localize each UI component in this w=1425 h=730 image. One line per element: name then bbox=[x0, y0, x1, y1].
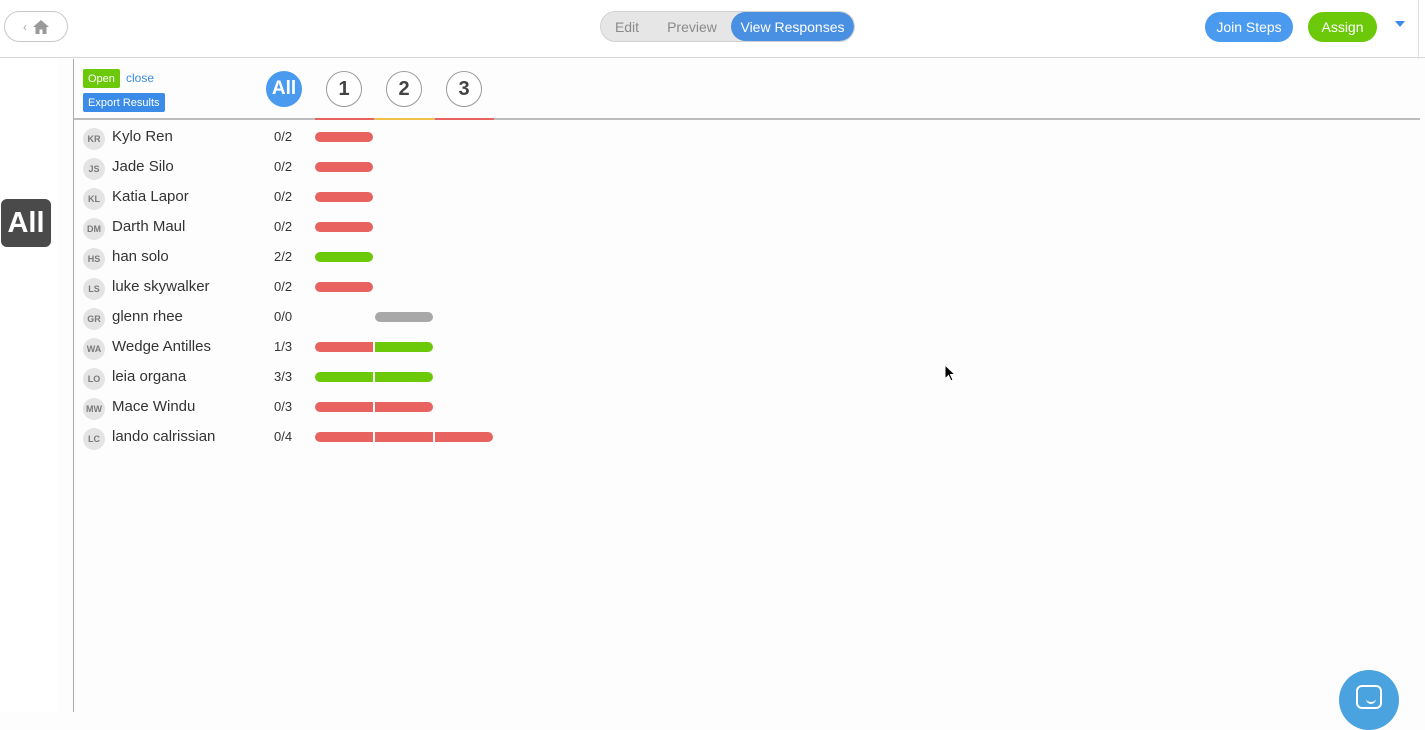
tab-view-responses[interactable]: View Responses bbox=[731, 12, 854, 41]
response-bar-q1-incorrect[interactable] bbox=[315, 432, 373, 442]
student-name[interactable]: Mace Windu bbox=[112, 398, 196, 415]
student-row[interactable]: KL Katia Lapor 0/2 bbox=[74, 181, 674, 211]
tab-edit[interactable]: Edit bbox=[614, 18, 640, 35]
home-button[interactable]: ‹ bbox=[4, 11, 68, 42]
student-avatar: KL bbox=[83, 188, 105, 210]
student-score: 0/2 bbox=[274, 219, 293, 234]
student-name[interactable]: Wedge Antilles bbox=[112, 338, 211, 355]
response-bar-q1-incorrect[interactable] bbox=[315, 282, 373, 292]
student-avatar: GR bbox=[83, 308, 105, 330]
student-row[interactable]: DM Darth Maul 0/2 bbox=[74, 211, 674, 241]
question-tab-1[interactable]: 1 bbox=[326, 71, 362, 107]
student-row[interactable]: HS han solo 2/2 bbox=[74, 241, 674, 271]
assign-button[interactable]: Assign bbox=[1308, 12, 1377, 42]
mouse-cursor-icon bbox=[944, 364, 956, 382]
left-rail: All bbox=[0, 59, 58, 712]
responses-header: Open close Export Results All 1 2 3 bbox=[74, 59, 1420, 120]
student-avatar: MW bbox=[83, 398, 105, 420]
top-bar: ‹ Edit Preview View Responses Join Steps… bbox=[0, 0, 1425, 58]
tab-preview[interactable]: Preview bbox=[667, 18, 717, 35]
response-bar-q2-unanswered[interactable] bbox=[375, 312, 433, 322]
response-bar-q1-incorrect[interactable] bbox=[315, 402, 373, 412]
student-score: 1/3 bbox=[274, 339, 293, 354]
student-score: 0/2 bbox=[274, 129, 293, 144]
question-tab-2[interactable]: 2 bbox=[386, 71, 422, 107]
responses-panel: Open close Export Results All 1 2 3 KR Ky… bbox=[73, 59, 1420, 712]
student-row[interactable]: LC lando calrissian 0/4 bbox=[74, 421, 674, 451]
student-row[interactable]: KR Kylo Ren 0/2 bbox=[74, 121, 674, 151]
mode-switcher: Edit Preview View Responses bbox=[600, 11, 855, 42]
question-tab-3[interactable]: 3 bbox=[446, 71, 482, 107]
close-link[interactable]: close bbox=[126, 71, 155, 85]
student-avatar: JS bbox=[83, 158, 105, 180]
student-name[interactable]: Jade Silo bbox=[112, 158, 174, 175]
response-bar-q1-incorrect[interactable] bbox=[315, 222, 373, 232]
question-1-status-line bbox=[315, 118, 374, 120]
student-name[interactable]: luke skywalker bbox=[112, 278, 210, 295]
response-bar-q1-incorrect[interactable] bbox=[315, 132, 373, 142]
response-bar-q2-incorrect[interactable] bbox=[375, 402, 433, 412]
student-avatar: LO bbox=[83, 368, 105, 390]
student-score: 0/2 bbox=[274, 159, 293, 174]
student-name[interactable]: han solo bbox=[112, 248, 169, 265]
student-name[interactable]: glenn rhee bbox=[112, 308, 183, 325]
student-name[interactable]: Darth Maul bbox=[112, 218, 186, 235]
join-steps-button[interactable]: Join Steps bbox=[1205, 12, 1293, 42]
student-score: 0/4 bbox=[274, 429, 293, 444]
student-name[interactable]: lando calrissian bbox=[112, 428, 216, 445]
student-row[interactable]: MW Mace Windu 0/3 bbox=[74, 391, 674, 421]
student-score: 0/3 bbox=[274, 399, 293, 414]
response-bar-q1-incorrect[interactable] bbox=[315, 192, 373, 202]
student-score: 3/3 bbox=[274, 369, 293, 384]
student-score: 0/0 bbox=[274, 309, 293, 324]
student-score: 0/2 bbox=[274, 279, 293, 294]
question-2-status-line bbox=[375, 118, 434, 120]
student-avatar: LS bbox=[83, 278, 105, 300]
chat-widget-button[interactable] bbox=[1339, 670, 1399, 730]
response-bar-q3-incorrect[interactable] bbox=[435, 432, 493, 442]
response-bar-q1-incorrect[interactable] bbox=[315, 342, 373, 352]
all-questions-tile[interactable]: All bbox=[1, 199, 51, 247]
home-icon bbox=[33, 19, 49, 34]
export-results-button[interactable]: Export Results bbox=[83, 93, 165, 112]
student-avatar: LC bbox=[83, 428, 105, 450]
student-name[interactable]: Kylo Ren bbox=[112, 128, 173, 145]
student-avatar: WA bbox=[83, 338, 105, 360]
student-name[interactable]: leia organa bbox=[112, 368, 187, 385]
student-row[interactable]: LO leia organa 3/3 bbox=[74, 361, 674, 391]
chat-icon bbox=[1356, 685, 1382, 709]
student-avatar: DM bbox=[83, 218, 105, 240]
student-row[interactable]: WA Wedge Antilles 1/3 bbox=[74, 331, 674, 361]
response-bar-q1-incorrect[interactable] bbox=[315, 162, 373, 172]
response-bar-q2-correct[interactable] bbox=[375, 372, 433, 382]
student-score: 0/2 bbox=[274, 189, 293, 204]
question-tab-all[interactable]: All bbox=[266, 71, 302, 107]
question-3-status-line bbox=[435, 118, 494, 120]
student-avatar: KR bbox=[83, 128, 105, 150]
response-bar-q2-correct[interactable] bbox=[375, 342, 433, 352]
student-row[interactable]: JS Jade Silo 0/2 bbox=[74, 151, 674, 181]
chevron-left-icon: ‹ bbox=[23, 19, 27, 34]
assign-dropdown-caret-icon[interactable] bbox=[1395, 21, 1405, 27]
response-bar-q2-incorrect[interactable] bbox=[375, 432, 433, 442]
student-score: 2/2 bbox=[274, 249, 293, 264]
student-avatar: HS bbox=[83, 248, 105, 270]
response-bar-q1-correct[interactable] bbox=[315, 252, 373, 262]
student-row[interactable]: LS luke skywalker 0/2 bbox=[74, 271, 674, 301]
student-name[interactable]: Katia Lapor bbox=[112, 188, 189, 205]
open-status-badge[interactable]: Open bbox=[83, 69, 120, 88]
response-bar-q1-correct[interactable] bbox=[315, 372, 373, 382]
student-row[interactable]: GR glenn rhee 0/0 bbox=[74, 301, 674, 331]
